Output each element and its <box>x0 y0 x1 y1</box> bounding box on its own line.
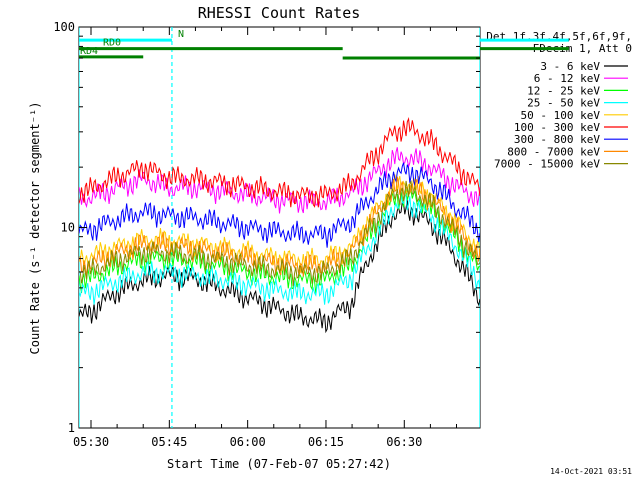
annotation-label-6: RD4 <box>80 46 98 57</box>
x-tick-label-3: 06:00 <box>230 435 266 449</box>
series-line-4 <box>79 191 480 305</box>
series-line-9 <box>79 180 480 286</box>
axis-layer: 1 10 100 05:30 05:45 06:00 06:15 06:30 <box>53 20 480 449</box>
annotation-layer: N RD0 RD4 <box>79 29 569 60</box>
legend-label-6: 100 - 300 keV <box>514 121 600 134</box>
legend-block: Det 1f,3f,4f,5f,6f,9f, FDecim 1, Att 0 <box>486 30 632 55</box>
legend-header-line-2: FDecim 1, Att 0 <box>533 42 632 55</box>
series-line-2 <box>79 147 480 214</box>
plot-layer <box>79 27 480 428</box>
y-axis-label: Count Rate (s⁻¹ detector segment⁻¹) <box>28 102 42 355</box>
footer-timestamp: 14-Oct-2021 03:51 <box>550 467 632 476</box>
x-tick-label-4: 06:15 <box>308 435 344 449</box>
x-tick-label-2: 05:45 <box>151 435 187 449</box>
y-tick-label-1: 1 <box>68 421 75 435</box>
series-line-5 <box>79 174 480 273</box>
legend-label-3: 12 - 25 keV <box>527 84 600 97</box>
x-axis-label: Start Time (07-Feb-07 05:27:42) <box>167 457 391 471</box>
legend-label-7: 300 - 800 keV <box>514 133 600 146</box>
y-tick-label-3: 100 <box>53 20 75 34</box>
annotation-label-1: N <box>178 29 184 40</box>
x-tick-label-5: 06:30 <box>386 435 422 449</box>
legend-label-5: 50 - 100 keV <box>521 109 601 122</box>
chart-title: RHESSI Count Rates <box>198 4 361 22</box>
annotation-label-3: RD0 <box>103 38 121 49</box>
legend-label-9: 7000 - 15000 keV <box>494 158 600 171</box>
legend-label-8: 800 - 7000 keV <box>507 145 600 158</box>
series-line-6 <box>79 117 480 208</box>
x-tick-label-1: 05:30 <box>73 435 109 449</box>
series-line-7 <box>79 162 480 248</box>
legend-label-4: 25 - 50 keV <box>527 97 600 110</box>
legend-label-2: 6 - 12 keV <box>534 72 601 85</box>
legend-label-1: 3 - 6 keV <box>540 60 600 73</box>
y-tick-label-2: 10 <box>61 221 75 235</box>
